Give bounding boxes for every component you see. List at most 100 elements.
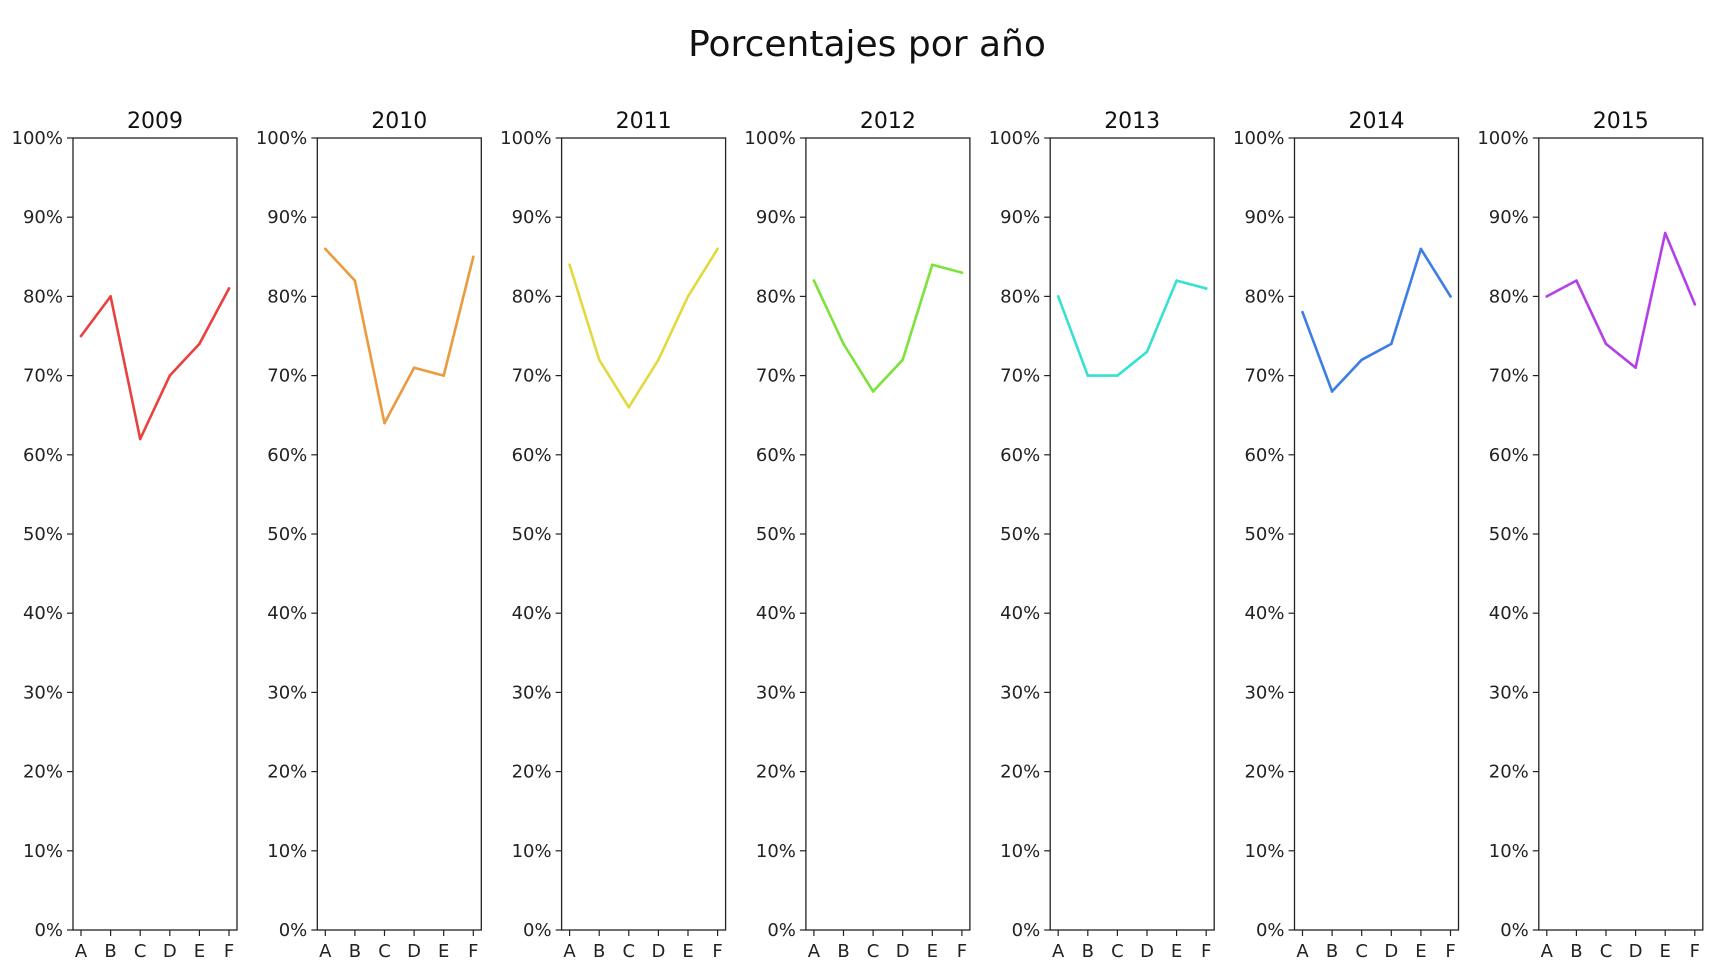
- data-point: [812, 279, 816, 282]
- y-tick-label: 100%: [989, 128, 1040, 149]
- panel-title: 2014: [1349, 109, 1405, 134]
- x-tick-label: F: [1201, 941, 1211, 962]
- series-line-2009: [79, 287, 231, 441]
- x-tick-label: A: [1541, 941, 1554, 962]
- data-point: [931, 263, 934, 267]
- y-tick-label: 10%: [23, 841, 63, 862]
- y-tick-label: 90%: [756, 207, 796, 228]
- data-point: [1204, 287, 1208, 290]
- data-point: [1360, 358, 1363, 362]
- y-tick-label: 40%: [1489, 603, 1529, 624]
- panel-title: 2010: [371, 109, 427, 134]
- panel-2014: 2014 0% 10% 20% 30% 40% 50% 60% 70% 80% 90% 100% A B C…: [1233, 109, 1460, 962]
- x-tick-label: C: [378, 941, 391, 962]
- y-tick-label: 40%: [756, 603, 796, 624]
- y-tick-label: 20%: [23, 762, 63, 783]
- panel-2011: 2011 0% 10% 20% 30% 40% 50% 60% 70% 80% 90% 100% A B C…: [500, 109, 727, 962]
- y-tick-label: 70%: [23, 366, 63, 387]
- y-tick-label: 50%: [756, 524, 796, 545]
- panel-title: 2012: [860, 109, 916, 134]
- x-tick-label: D: [1140, 941, 1154, 962]
- y-tick-label: 30%: [267, 682, 307, 703]
- data-point: [901, 358, 904, 362]
- y-tick-label: 0%: [767, 920, 796, 941]
- y-tick-label: 100%: [1477, 128, 1528, 149]
- y-tick-label: 70%: [1000, 366, 1040, 387]
- y-tick-label: 30%: [1489, 682, 1529, 703]
- y-tick-label: 90%: [1244, 207, 1284, 228]
- data-point: [716, 247, 719, 251]
- y-tick-label: 80%: [23, 286, 63, 307]
- y-tick-label: 90%: [512, 207, 552, 228]
- y-tick-label: 40%: [1244, 603, 1284, 624]
- y-tick-label: 60%: [23, 445, 63, 466]
- y-tick-label: 80%: [1244, 286, 1284, 307]
- data-point: [1663, 231, 1667, 235]
- panel-2009: 2009 0% 10% 20% 30% 40% 50% 60% 70% 80% 90% 100% A B C…: [12, 109, 238, 962]
- data-point: [1175, 279, 1178, 282]
- data-point: [168, 374, 172, 377]
- y-tick-label: 90%: [267, 207, 307, 228]
- data-point: [412, 366, 416, 369]
- data-point: [1449, 295, 1452, 298]
- y-tick-label: 50%: [1244, 524, 1284, 545]
- data-point: [383, 421, 386, 425]
- panel-2012: 2012 0% 10% 20% 30% 40% 50% 60% 70% 80% 90% 100% A B C…: [744, 109, 971, 962]
- data-point: [472, 255, 475, 259]
- x-tick-label: D: [163, 941, 177, 962]
- x-tick-label: F: [1445, 941, 1455, 962]
- x-tick-label: C: [1355, 941, 1368, 962]
- data-point: [1330, 390, 1334, 393]
- x-tick-label: A: [75, 941, 88, 962]
- y-tick-label: 70%: [1489, 366, 1529, 387]
- y-tick-label: 90%: [23, 207, 63, 228]
- x-tick-label: F: [468, 941, 478, 962]
- data-point: [686, 295, 690, 298]
- data-point: [109, 295, 112, 298]
- data-point: [871, 390, 875, 393]
- x-tick-label: E: [927, 941, 938, 962]
- y-tick-label: 100%: [12, 128, 63, 149]
- x-tick-label: F: [1690, 941, 1700, 962]
- data-point: [1604, 342, 1608, 346]
- plot-frame: [72, 137, 238, 931]
- y-tick-label: 0%: [279, 920, 308, 941]
- x-tick-label: B: [349, 941, 361, 962]
- y-tick-label: 70%: [267, 366, 307, 387]
- data-point: [657, 358, 660, 362]
- y-tick-label: 60%: [1489, 445, 1529, 466]
- y-tick-label: 50%: [512, 524, 552, 545]
- y-tick-label: 100%: [500, 128, 551, 149]
- chart-title: Porcentajes por año: [688, 24, 1046, 65]
- x-tick-label: B: [837, 941, 849, 962]
- y-tick-label: 70%: [756, 366, 796, 387]
- x-tick-label: B: [1570, 941, 1582, 962]
- plot-frame: [1049, 137, 1215, 931]
- y-tick-label: 80%: [512, 286, 552, 307]
- data-point: [353, 279, 357, 282]
- y-tick-label: 20%: [1244, 762, 1284, 783]
- x-tick-label: A: [1052, 941, 1065, 962]
- x-tick-label: E: [1171, 941, 1182, 962]
- y-tick-label: 100%: [744, 128, 795, 149]
- y-tick-label: 10%: [1244, 841, 1284, 862]
- data-point: [1145, 350, 1149, 354]
- y-tick-label: 50%: [267, 524, 307, 545]
- y-tick-label: 40%: [1000, 603, 1040, 624]
- y-tick-label: 30%: [512, 682, 552, 703]
- x-tick-label: E: [438, 941, 449, 962]
- y-tick-label: 70%: [1244, 366, 1284, 387]
- y-tick-label: 0%: [1500, 920, 1529, 941]
- plot-frame: [805, 137, 971, 931]
- plot-frame: [1538, 137, 1704, 931]
- y-tick-label: 40%: [23, 603, 63, 624]
- x-tick-label: A: [1296, 941, 1309, 962]
- x-tick-label: A: [563, 941, 576, 962]
- panel-2015: 2015 0% 10% 20% 30% 40% 50% 60% 70% 80% 90% 100% A B C…: [1477, 109, 1704, 962]
- y-tick-label: 10%: [1000, 841, 1040, 862]
- data-point: [1419, 247, 1423, 251]
- data-point: [1575, 279, 1578, 282]
- x-tick-label: C: [1600, 941, 1613, 962]
